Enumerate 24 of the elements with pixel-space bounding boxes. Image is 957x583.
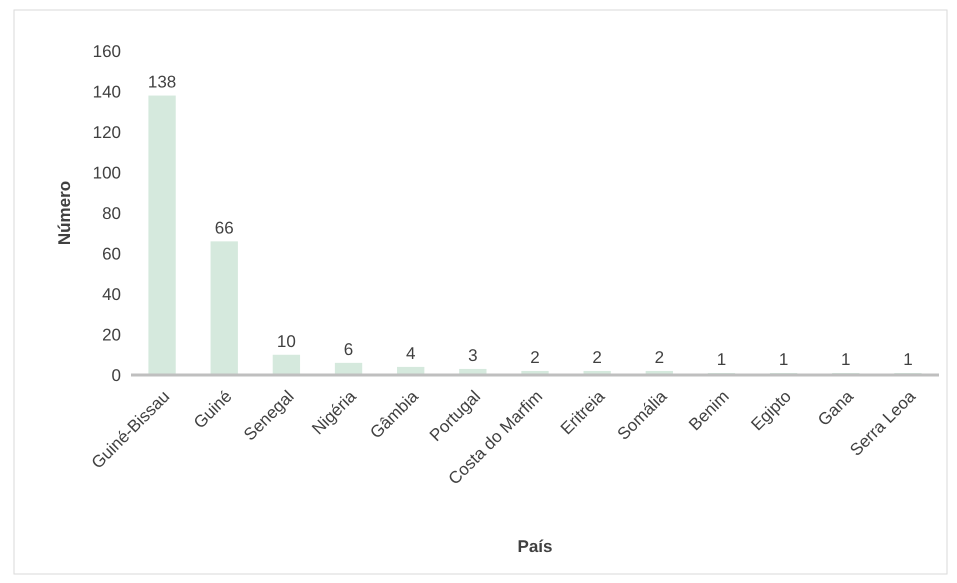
y-tick-label: 60: [102, 244, 121, 264]
x-axis-title: País: [518, 537, 552, 556]
data-label: 138: [148, 72, 176, 92]
data-label: 66: [214, 218, 234, 238]
data-label: 2: [530, 348, 540, 367]
y-tick-label: 120: [92, 122, 121, 142]
data-label: 2: [592, 348, 602, 367]
data-label: 2: [654, 348, 664, 367]
data-label: 3: [468, 346, 478, 365]
data-label: 6: [344, 340, 354, 359]
y-tick-label: 100: [92, 163, 121, 182]
y-tick-label: 140: [92, 82, 121, 102]
data-label: 4: [406, 344, 416, 363]
y-axis-title: Número: [55, 180, 74, 246]
data-label: 1: [778, 350, 788, 369]
data-label: 1: [841, 350, 851, 369]
y-tick-label: 160: [92, 42, 121, 61]
data-label: 1: [716, 350, 726, 369]
y-tick-label: 40: [102, 284, 121, 304]
y-tick-label: 0: [112, 366, 121, 385]
data-label: 1: [903, 350, 913, 369]
y-tick-label: 20: [102, 325, 121, 344]
data-label: 10: [276, 332, 296, 351]
y-tick-label: 80: [102, 204, 121, 223]
